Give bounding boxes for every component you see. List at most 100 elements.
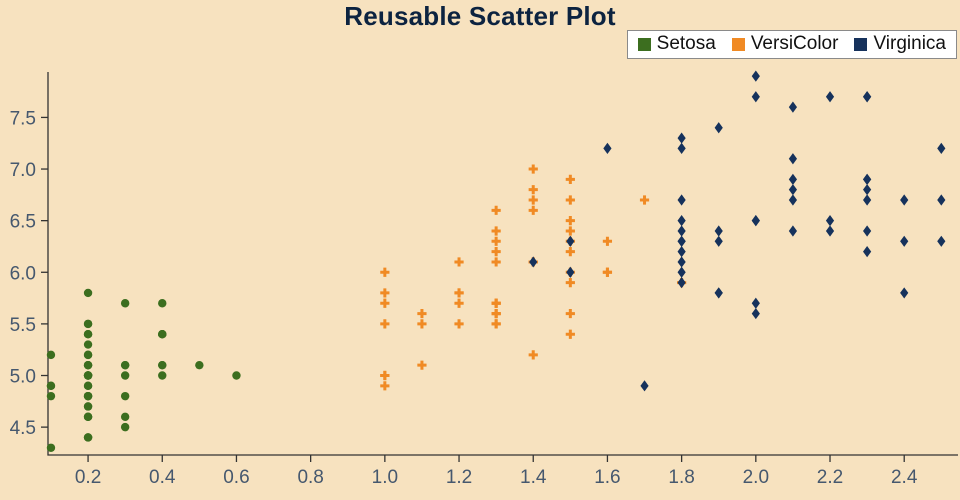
x-tick-label: 0.4 (149, 467, 176, 488)
data-point-virginica (714, 287, 723, 299)
data-point-versicolor (491, 205, 501, 215)
data-point-virginica (751, 70, 760, 82)
data-point-virginica (566, 266, 575, 278)
data-point-setosa (83, 371, 93, 380)
y-tick-label: 6.5 (10, 212, 36, 233)
data-point-versicolor (454, 298, 464, 308)
data-point-setosa (120, 391, 130, 401)
data-point-virginica (788, 101, 798, 113)
data-point-versicolor (380, 298, 390, 308)
data-point-setosa (83, 381, 93, 391)
data-point-virginica (788, 173, 798, 185)
data-point-versicolor (491, 236, 501, 246)
y-tick-label: 6.0 (10, 263, 36, 284)
y-tick-label: 5.0 (10, 367, 36, 388)
data-point-versicolor (528, 195, 538, 205)
data-point-versicolor (380, 319, 390, 329)
data-point-versicolor (491, 226, 501, 236)
x-tick-label: 1.4 (520, 467, 547, 488)
data-point-versicolor (380, 267, 390, 277)
legend-item-virginica: Virginica (854, 33, 946, 55)
data-point-setosa (83, 288, 93, 298)
data-point-setosa (46, 381, 56, 391)
data-point-virginica (751, 297, 760, 309)
data-point-setosa (158, 330, 167, 339)
data-point-virginica (751, 91, 760, 103)
data-point-virginica (714, 235, 723, 247)
data-point-setosa (232, 371, 241, 380)
data-point-virginica (677, 266, 686, 278)
data-point-virginica (863, 194, 872, 206)
x-tick-label: 1.8 (668, 467, 694, 488)
data-point-virginica (677, 132, 686, 144)
x-tick-label: 1.2 (446, 467, 472, 488)
data-point-virginica (863, 246, 872, 258)
data-point-setosa (158, 360, 167, 370)
data-point-versicolor (565, 247, 575, 257)
data-point-virginica (751, 307, 760, 320)
data-point-setosa (83, 412, 93, 422)
data-point-virginica (677, 276, 686, 289)
data-point-virginica (677, 194, 686, 206)
x-tick-label: 0.2 (75, 467, 101, 488)
data-point-virginica (714, 225, 723, 237)
legend-swatch-versicolor-icon (731, 37, 745, 51)
y-tick-label: 7.0 (10, 160, 36, 181)
data-point-versicolor (528, 350, 538, 360)
data-point-setosa (83, 340, 93, 349)
x-tick-label: 0.6 (223, 467, 249, 488)
data-point-versicolor (491, 257, 501, 267)
data-point-versicolor (380, 370, 390, 381)
data-point-versicolor (528, 164, 538, 174)
data-point-versicolor (602, 236, 613, 246)
data-point-setosa (83, 360, 93, 370)
data-point-versicolor (565, 308, 575, 319)
data-point-versicolor (491, 298, 501, 308)
x-tick-label: 2.2 (817, 467, 843, 488)
legend-label-virginica: Virginica (873, 33, 946, 54)
data-point-virginica (937, 235, 946, 247)
data-point-virginica (751, 215, 760, 227)
legend-label-setosa: Setosa (656, 33, 716, 54)
data-point-virginica (900, 235, 909, 247)
data-point-versicolor (454, 257, 464, 267)
x-tick-label: 1.6 (594, 467, 620, 488)
data-point-virginica (788, 225, 798, 237)
y-tick-label: 5.5 (10, 315, 36, 336)
x-tick-label: 0.8 (297, 467, 323, 488)
data-point-virginica (900, 194, 909, 206)
data-point-setosa (83, 402, 93, 411)
legend-label-versicolor: VersiColor (750, 33, 839, 54)
data-point-virginica (825, 91, 835, 103)
data-point-virginica (603, 142, 612, 154)
data-point-versicolor (565, 216, 575, 226)
data-point-virginica (788, 184, 798, 196)
data-point-versicolor (417, 360, 427, 370)
data-point-virginica (863, 225, 872, 237)
data-point-virginica (937, 142, 946, 154)
data-point-virginica (788, 194, 798, 206)
data-point-virginica (640, 380, 649, 392)
data-point-versicolor (565, 329, 575, 339)
x-tick-label: 1.0 (372, 467, 398, 488)
legend-item-setosa: Setosa (637, 33, 716, 55)
data-point-setosa (46, 443, 56, 452)
data-point-virginica (825, 215, 835, 227)
data-point-versicolor (380, 381, 390, 391)
data-point-versicolor (602, 267, 613, 277)
data-point-versicolor (565, 226, 575, 236)
data-point-virginica (714, 122, 723, 134)
data-point-setosa (46, 350, 56, 360)
data-point-setosa (83, 350, 93, 360)
data-point-virginica (937, 194, 946, 206)
data-point-setosa (83, 330, 93, 339)
data-point-virginica (863, 173, 872, 185)
data-point-versicolor (491, 308, 501, 319)
legend-item-versicolor: VersiColor (731, 33, 839, 55)
data-point-versicolor (639, 195, 650, 205)
data-point-versicolor (565, 174, 575, 184)
data-point-versicolor (380, 288, 390, 298)
data-point-virginica (863, 91, 872, 103)
